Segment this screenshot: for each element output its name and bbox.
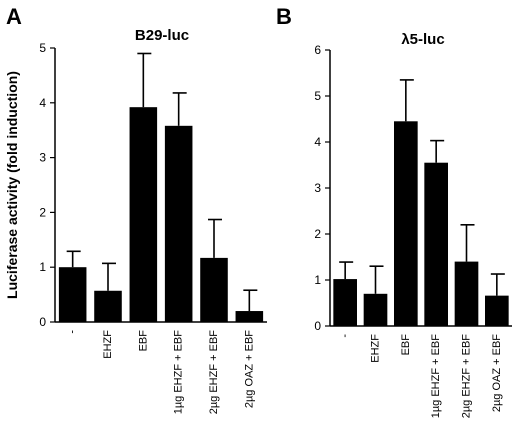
bar: [424, 162, 448, 326]
y-tick-label: 2: [39, 205, 46, 219]
category-label: 1µg EHZF + EBF: [173, 330, 185, 415]
panel-a-title: B29-luc: [135, 27, 189, 44]
bar: [454, 261, 479, 326]
y-tick-label: 4: [314, 135, 321, 149]
panel-b-title: λ5-luc: [401, 31, 444, 48]
y-tick-label: 5: [314, 89, 321, 103]
bar: [164, 125, 193, 322]
category-label: EBF: [137, 330, 149, 352]
category-label: EHZF: [102, 330, 114, 359]
y-tick-label: 1: [39, 260, 46, 274]
category-label: 2µg OAZ + EBF: [491, 334, 503, 412]
category-label: -: [67, 330, 79, 334]
y-tick-label: 0: [39, 315, 46, 329]
chart-b29-luc: 0 1 2 3 4 5 - EHZF EBF 1µg EHZF + EBF 2µg EHZF + E…: [39, 41, 267, 414]
y-tick-label: 5: [39, 41, 46, 55]
category-label: -: [339, 334, 351, 338]
y-axis-label: Luciferase activity (fold induction): [4, 71, 20, 299]
y-tick-label: 0: [314, 319, 321, 333]
panel-a-letter: A: [6, 4, 22, 29]
y-tick-label: 3: [314, 181, 321, 195]
y-tick-label: 4: [39, 96, 46, 110]
category-label: 1µg EHZF + EBF: [430, 334, 442, 419]
y-tick-label: 6: [314, 43, 321, 57]
category-label: 2µg EHZF + EBF: [461, 334, 473, 419]
bar: [485, 295, 509, 326]
category-label: 2µg EHZF + EBF: [208, 330, 220, 415]
bar: [58, 267, 87, 322]
category-label: 2µg OAZ + EBF: [243, 330, 255, 408]
bar: [394, 121, 418, 326]
y-tick-label: 1: [314, 273, 321, 287]
bar: [363, 293, 388, 326]
y-tick-label: 3: [39, 151, 46, 165]
bar: [129, 107, 158, 323]
bar: [94, 290, 122, 322]
category-label: EHZF: [370, 334, 382, 363]
bar: [333, 279, 357, 326]
bar: [235, 311, 264, 322]
panel-b-letter: B: [276, 4, 292, 29]
bar: [200, 257, 228, 322]
chart-lambda5-luc: 0 1 2 3 4 5 6 - EHZF EBF 1µg EHZF + EBF 2µg EHZF + …: [314, 43, 512, 418]
y-tick-label: 2: [314, 227, 321, 241]
category-label: EBF: [400, 334, 412, 356]
